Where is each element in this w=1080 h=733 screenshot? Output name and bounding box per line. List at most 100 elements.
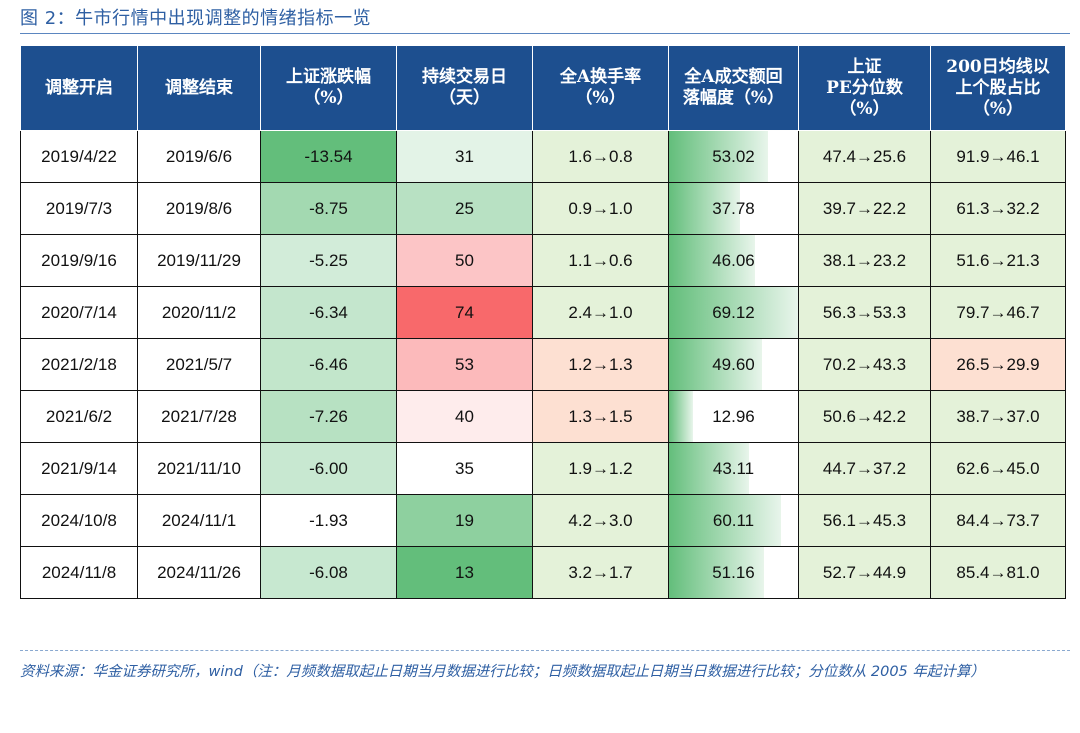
cell-ma200-share: 51.6→21.3: [930, 234, 1066, 287]
cell-turnover: 1.2→1.3: [532, 338, 669, 391]
rebound-bar: [669, 391, 694, 442]
cell-rebound: 49.60: [668, 338, 799, 391]
cell-turnover: 1.1→0.6: [532, 234, 669, 287]
rebound-bar: [669, 495, 782, 546]
rebound-bar-track: [669, 339, 798, 390]
rebound-value: 51.16: [712, 562, 755, 582]
cell-turnover: 1.3→1.5: [532, 390, 669, 443]
cell-end-date: 2024/11/1: [137, 494, 261, 547]
cell-start-date: 2021/6/2: [20, 390, 138, 443]
cell-pe-percentile: 56.1→45.3: [798, 494, 931, 547]
rebound-bar: [669, 547, 765, 598]
table-row: 2021/2/18 2021/5/7 -6.46 53 1.2→1.3 49.60 70.2…: [20, 338, 1066, 391]
cell-start-date: 2019/7/3: [20, 182, 138, 235]
cell-change: -13.54: [260, 130, 397, 183]
cell-days: 35: [396, 442, 533, 495]
rebound-value: 46.06: [712, 250, 755, 270]
rebound-value: 53.02: [712, 146, 755, 166]
table-row: 2024/11/8 2024/11/26 -6.08 13 3.2→1.7 51.16 52…: [20, 546, 1066, 599]
cell-change: -6.46: [260, 338, 397, 391]
cell-ma200-share: 62.6→45.0: [930, 442, 1066, 495]
cell-pe-percentile: 47.4→25.6: [798, 130, 931, 183]
cell-end-date: 2021/7/28: [137, 390, 261, 443]
cell-ma200-share: 38.7→37.0: [930, 390, 1066, 443]
rebound-value: 12.96: [712, 406, 755, 426]
cell-end-date: 2019/8/6: [137, 182, 261, 235]
cell-ma200-share: 84.4→73.7: [930, 494, 1066, 547]
cell-turnover: 1.9→1.2: [532, 442, 669, 495]
cell-start-date: 2019/4/22: [20, 130, 138, 183]
column-header-days: 持续交易日 （天）: [396, 45, 533, 131]
rebound-bar: [669, 287, 798, 338]
table-row: 2024/10/8 2024/11/1 -1.93 19 4.2→3.0 60.11 56.…: [20, 494, 1066, 547]
cell-days: 25: [396, 182, 533, 235]
cell-change: -5.25: [260, 234, 397, 287]
cell-rebound: 43.11: [668, 442, 799, 495]
cell-days: 40: [396, 390, 533, 443]
cell-turnover: 3.2→1.7: [532, 546, 669, 599]
column-header-start: 调整开启: [20, 45, 138, 131]
cell-ma200-share: 26.5→29.9: [930, 338, 1066, 391]
rebound-bar: [669, 443, 750, 494]
rebound-value: 60.11: [712, 510, 755, 530]
column-header-end: 调整结束: [137, 45, 261, 131]
rebound-value: 37.78: [712, 198, 755, 218]
cell-rebound: 46.06: [668, 234, 799, 287]
cell-rebound: 69.12: [668, 286, 799, 339]
rebound-bar: [669, 183, 740, 234]
cell-pe-percentile: 56.3→53.3: [798, 286, 931, 339]
rebound-bar-track: [669, 443, 798, 494]
table-row: 2019/4/22 2019/6/6 -13.54 31 1.6→0.8 53.02 47.…: [20, 130, 1066, 183]
source-note: 资料来源：华金证券研究所，wind（注：月频数据取起止日期当月数据进行比较；日频…: [20, 664, 985, 680]
cell-end-date: 2024/11/26: [137, 546, 261, 599]
cell-rebound: 37.78: [668, 182, 799, 235]
cell-end-date: 2021/11/10: [137, 442, 261, 495]
cell-pe-percentile: 52.7→44.9: [798, 546, 931, 599]
cell-ma200-share: 85.4→81.0: [930, 546, 1066, 599]
rebound-bar-track: [669, 235, 798, 286]
table-body: 2019/4/22 2019/6/6 -13.54 31 1.6→0.8 53.02 47.…: [20, 130, 1066, 599]
cell-pe-percentile: 50.6→42.2: [798, 390, 931, 443]
cell-end-date: 2021/5/7: [137, 338, 261, 391]
cell-rebound: 53.02: [668, 130, 799, 183]
cell-change: -6.00: [260, 442, 397, 495]
cell-start-date: 2021/9/14: [20, 442, 138, 495]
column-header-turnover: 全A换手率 （%）: [532, 45, 669, 131]
cell-pe-percentile: 44.7→37.2: [798, 442, 931, 495]
rebound-value: 69.12: [712, 302, 755, 322]
cell-change: -8.75: [260, 182, 397, 235]
cell-days: 74: [396, 286, 533, 339]
cell-rebound: 12.96: [668, 390, 799, 443]
header-row: 调整开启 调整结束 上证涨跌幅 （%） 持续交易日 （天） 全A换手率 （%） 全A成交额回 落幅…: [20, 45, 1066, 131]
cell-pe-percentile: 39.7→22.2: [798, 182, 931, 235]
cell-end-date: 2019/11/29: [137, 234, 261, 287]
table-row: 2020/7/14 2020/11/2 -6.34 74 2.4→1.0 69.12 56.…: [20, 286, 1066, 339]
cell-pe-percentile: 38.1→23.2: [798, 234, 931, 287]
column-header-rebound: 全A成交额回 落幅度（%）: [668, 45, 799, 131]
cell-change: -6.08: [260, 546, 397, 599]
cell-start-date: 2024/10/8: [20, 494, 138, 547]
table-row: 2021/9/14 2021/11/10 -6.00 35 1.9→1.2 43.11 44…: [20, 442, 1066, 495]
cell-change: -6.34: [260, 286, 397, 339]
cell-days: 53: [396, 338, 533, 391]
table-row: 2019/7/3 2019/8/6 -8.75 25 0.9→1.0 37.78 39.7→…: [20, 182, 1066, 235]
cell-rebound: 60.11: [668, 494, 799, 547]
rebound-bar-track: [669, 547, 798, 598]
cell-days: 19: [396, 494, 533, 547]
cell-days: 13: [396, 546, 533, 599]
column-header-pe: 上证 PE分位数 （%）: [798, 45, 931, 131]
rebound-bar: [669, 235, 755, 286]
cell-turnover: 0.9→1.0: [532, 182, 669, 235]
cell-change: -7.26: [260, 390, 397, 443]
title-rule: [20, 33, 1070, 34]
column-header-change: 上证涨跌幅 （%）: [260, 45, 397, 131]
source-rule: [20, 650, 1070, 651]
cell-pe-percentile: 70.2→43.3: [798, 338, 931, 391]
table-row: 2021/6/2 2021/7/28 -7.26 40 1.3→1.5 12.96 50.6…: [20, 390, 1066, 443]
cell-ma200-share: 91.9→46.1: [930, 130, 1066, 183]
rebound-bar-track: [669, 183, 798, 234]
cell-change: -1.93: [260, 494, 397, 547]
rebound-bar: [669, 131, 768, 182]
cell-start-date: 2019/9/16: [20, 234, 138, 287]
figure-title: 图 2：牛市行情中出现调整的情绪指标一览: [20, 8, 372, 29]
